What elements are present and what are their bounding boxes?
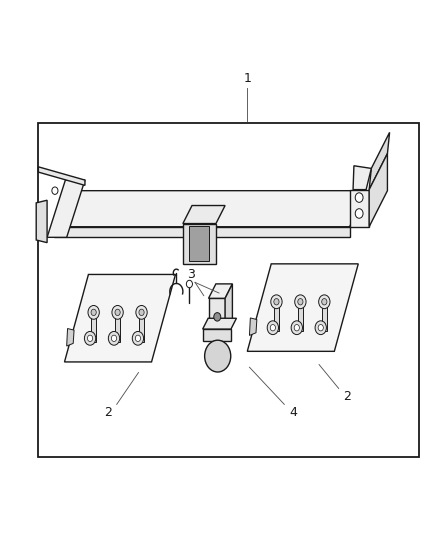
- Polygon shape: [353, 166, 371, 190]
- Circle shape: [315, 321, 326, 335]
- Circle shape: [319, 295, 330, 309]
- Circle shape: [267, 321, 279, 335]
- Text: 4: 4: [289, 406, 297, 419]
- Polygon shape: [350, 190, 369, 227]
- Circle shape: [139, 309, 144, 316]
- Text: 2: 2: [104, 406, 112, 419]
- Polygon shape: [47, 180, 85, 237]
- Circle shape: [322, 298, 327, 305]
- Circle shape: [112, 305, 123, 319]
- Polygon shape: [67, 328, 74, 346]
- Polygon shape: [203, 318, 237, 329]
- Circle shape: [186, 280, 192, 288]
- Polygon shape: [36, 200, 47, 243]
- Circle shape: [85, 332, 96, 345]
- Circle shape: [52, 187, 58, 195]
- Polygon shape: [298, 307, 303, 331]
- Circle shape: [214, 313, 221, 321]
- Circle shape: [298, 298, 303, 305]
- Polygon shape: [53, 191, 368, 227]
- Circle shape: [355, 193, 363, 203]
- Polygon shape: [139, 318, 144, 342]
- Polygon shape: [247, 264, 358, 351]
- Circle shape: [318, 325, 323, 331]
- Text: 1: 1: [244, 72, 251, 85]
- Polygon shape: [190, 226, 209, 261]
- Polygon shape: [208, 298, 225, 338]
- Circle shape: [135, 335, 141, 342]
- Circle shape: [355, 209, 363, 218]
- Polygon shape: [322, 307, 327, 331]
- Polygon shape: [369, 154, 388, 227]
- Polygon shape: [115, 318, 120, 342]
- Circle shape: [115, 309, 120, 316]
- Circle shape: [108, 332, 120, 345]
- Circle shape: [291, 321, 303, 335]
- Polygon shape: [213, 341, 222, 343]
- Polygon shape: [208, 284, 233, 298]
- Polygon shape: [183, 206, 225, 223]
- Circle shape: [274, 298, 279, 305]
- Polygon shape: [183, 223, 216, 264]
- Circle shape: [132, 332, 144, 345]
- Circle shape: [111, 335, 117, 342]
- Polygon shape: [39, 167, 85, 185]
- Polygon shape: [369, 132, 390, 190]
- Text: 2: 2: [343, 390, 351, 403]
- Polygon shape: [53, 227, 350, 237]
- Polygon shape: [203, 329, 231, 341]
- Polygon shape: [274, 307, 279, 331]
- Circle shape: [205, 340, 231, 372]
- Polygon shape: [225, 284, 233, 338]
- Polygon shape: [250, 318, 257, 335]
- Circle shape: [91, 309, 96, 316]
- Circle shape: [295, 295, 306, 309]
- Circle shape: [271, 295, 282, 309]
- Circle shape: [294, 325, 300, 331]
- Polygon shape: [64, 274, 176, 362]
- Circle shape: [136, 305, 147, 319]
- Circle shape: [88, 335, 93, 342]
- Text: 3: 3: [187, 268, 194, 281]
- Circle shape: [270, 325, 276, 331]
- Circle shape: [88, 305, 99, 319]
- Polygon shape: [91, 318, 96, 342]
- Bar: [39, 123, 419, 457]
